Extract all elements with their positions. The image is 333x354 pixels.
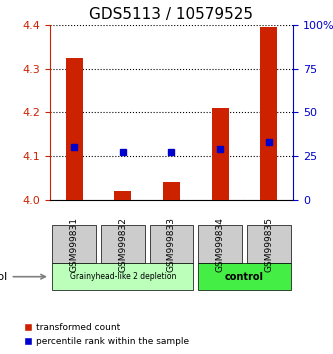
Text: Grainyhead-like 2 depletion: Grainyhead-like 2 depletion [70, 272, 176, 281]
Text: GSM999835: GSM999835 [264, 217, 273, 272]
FancyBboxPatch shape [52, 263, 193, 290]
FancyBboxPatch shape [247, 225, 291, 263]
Bar [114, 191, 132, 200]
Text: GSM999831: GSM999831 [70, 217, 79, 272]
FancyBboxPatch shape [198, 263, 291, 290]
Bar [211, 108, 229, 200]
Text: GSM999833: GSM999833 [167, 217, 176, 272]
Text: GSM999834: GSM999834 [215, 217, 225, 272]
FancyBboxPatch shape [52, 225, 96, 263]
Bar [66, 58, 83, 200]
Bar [260, 27, 277, 200]
Text: protocol: protocol [0, 272, 45, 282]
FancyBboxPatch shape [150, 225, 193, 263]
Title: GDS5113 / 10579525: GDS5113 / 10579525 [90, 7, 253, 22]
FancyBboxPatch shape [101, 225, 145, 263]
Text: control: control [225, 272, 264, 282]
Legend: transformed count, percentile rank within the sample: transformed count, percentile rank withi… [21, 320, 192, 349]
Text: GSM999832: GSM999832 [118, 217, 128, 272]
FancyBboxPatch shape [198, 225, 242, 263]
Bar [163, 182, 180, 200]
